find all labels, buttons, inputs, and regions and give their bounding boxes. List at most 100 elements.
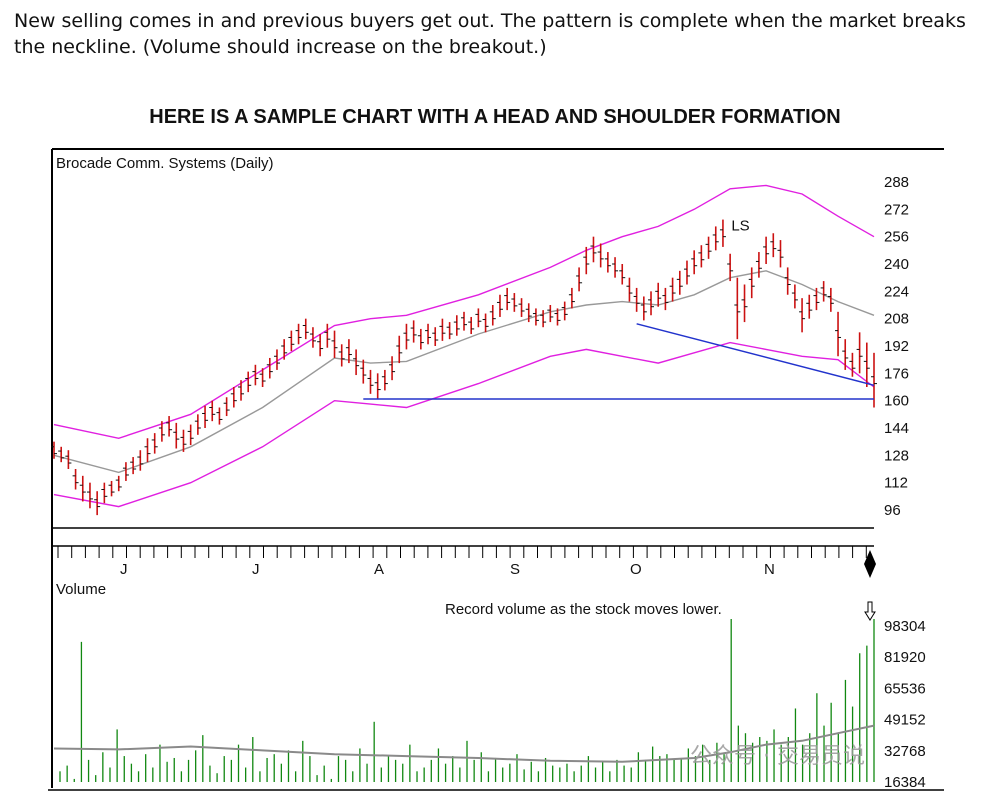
- neckline: [636, 323, 875, 387]
- price-bar: [475, 308, 482, 328]
- price-bar: [741, 284, 748, 323]
- price-bar: [777, 240, 784, 268]
- price-bar: [669, 277, 676, 302]
- price-bar: [425, 323, 432, 345]
- price-bar: [302, 318, 309, 340]
- price-bar: [338, 344, 345, 367]
- price-bar: [820, 281, 827, 302]
- price-axis: 288 272 256 240 224 208 192 176 160 144 128 112 96: [884, 174, 909, 519]
- price-bar: [576, 267, 583, 292]
- price-bar: [72, 469, 79, 490]
- price-bar: [849, 352, 856, 377]
- price-bar: [583, 246, 590, 275]
- price-bar: [511, 293, 518, 312]
- price-bar: [698, 245, 705, 268]
- price-bar: [194, 414, 201, 435]
- price-bar: [842, 339, 849, 370]
- price-bar: [791, 284, 798, 309]
- price-bar: [374, 373, 381, 399]
- price-bar: [461, 311, 467, 331]
- price-bar: [115, 475, 122, 492]
- price-tick-label: 288: [884, 174, 909, 191]
- price-bar: [691, 250, 698, 275]
- price-bar: [216, 407, 223, 425]
- price-bar: [137, 450, 144, 471]
- price-bar: [439, 318, 446, 341]
- price-bar: [518, 298, 525, 317]
- price-bar: [568, 287, 575, 309]
- price-bar: [763, 236, 770, 264]
- price-bar: [273, 349, 280, 370]
- price-bar: [187, 424, 194, 446]
- price-bar: [101, 482, 108, 504]
- chart-title: Brocade Comm. Systems (Daily): [56, 155, 274, 172]
- month-label: S: [510, 561, 520, 578]
- price-bar: [158, 421, 165, 442]
- price-bar: [719, 219, 726, 247]
- price-bar: [597, 243, 604, 268]
- price-bar: [504, 287, 511, 311]
- price-bar: [144, 438, 151, 463]
- price-bar: [482, 313, 489, 333]
- price-tick-label: 192: [884, 338, 909, 355]
- price-bar: [417, 328, 424, 350]
- price-tick-label: 240: [884, 256, 909, 273]
- price-bar: [353, 349, 360, 376]
- price-bar: [633, 287, 640, 312]
- price-bar: [705, 236, 712, 259]
- volume-tick-label: 49152: [884, 712, 926, 729]
- price-bar: [683, 260, 690, 285]
- price-bar: [856, 332, 863, 374]
- price-bar: [554, 308, 561, 326]
- volume-tick-label: 65536: [884, 680, 926, 697]
- volume-tick-label: 98304: [884, 618, 926, 635]
- price-bar: [525, 303, 532, 323]
- price-bar: [295, 323, 302, 345]
- volume-bars: [53, 601, 876, 782]
- price-bar: [86, 482, 93, 509]
- price-bar: [626, 277, 633, 302]
- price-tick-label: 144: [884, 420, 909, 437]
- price-bar: [604, 252, 611, 273]
- stock-chart: 288 272 256 240 224 208 192 176 160 144 128 112 96 L…: [48, 148, 944, 791]
- price-bar: [79, 475, 86, 502]
- upper-band-line: [53, 184, 875, 440]
- price-bar: [238, 380, 245, 401]
- moving-average-line: [53, 270, 875, 474]
- price-bar: [712, 226, 719, 251]
- price-tick-label: 224: [884, 283, 909, 300]
- price-bands: [53, 184, 875, 508]
- price-bar: [806, 294, 813, 319]
- price-bar: [496, 294, 503, 317]
- price-bar: [446, 322, 453, 340]
- price-bar: [727, 253, 734, 282]
- price-bar: [65, 450, 72, 469]
- price-bar: [58, 446, 65, 463]
- price-bar: [317, 334, 324, 357]
- price-bar: [590, 236, 597, 263]
- price-tick-label: 272: [884, 201, 909, 218]
- price-bar: [324, 323, 331, 348]
- price-bar: [863, 342, 870, 387]
- price-bar: [612, 257, 619, 278]
- intro-paragraph: New selling comes in and previous buyers…: [14, 10, 966, 58]
- price-bar: [799, 298, 806, 333]
- down-arrow-marker: [864, 601, 876, 621]
- volume-tick-label: 16384: [884, 774, 926, 791]
- month-label: J: [252, 561, 260, 578]
- price-bar: [288, 330, 295, 352]
- price-bar: [655, 282, 662, 307]
- price-bar: [489, 305, 496, 326]
- volume-tick-label: 81920: [884, 649, 926, 666]
- price-bar: [252, 364, 259, 386]
- price-bar: [281, 339, 288, 360]
- volume-tick-label: 32768: [884, 743, 926, 760]
- price-bar: [230, 387, 237, 408]
- price-tick-label: 176: [884, 365, 909, 382]
- price-bar: [259, 368, 266, 387]
- month-label: A: [374, 561, 384, 578]
- price-tick-label: 208: [884, 311, 909, 328]
- price-bar: [432, 327, 439, 346]
- price-bar: [619, 264, 626, 285]
- price-bar: [835, 311, 842, 357]
